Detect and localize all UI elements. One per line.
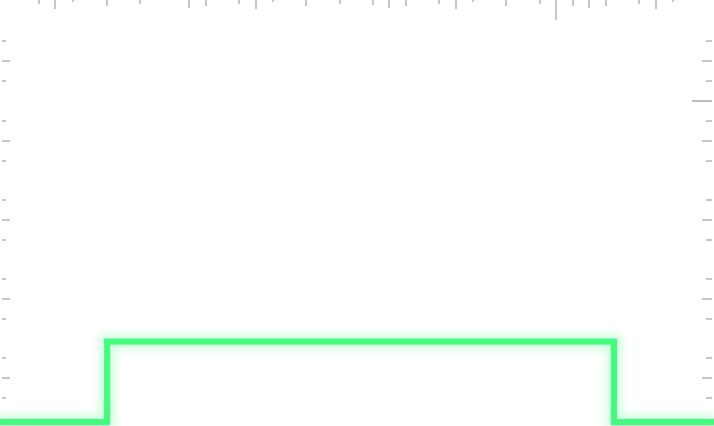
top-tick-ruler bbox=[38, 0, 674, 20]
signal-trace-layer bbox=[0, 333, 714, 426]
left-tick-ruler bbox=[2, 40, 10, 399]
right-tick-ruler bbox=[692, 40, 712, 399]
signal-trace bbox=[0, 338, 714, 425]
